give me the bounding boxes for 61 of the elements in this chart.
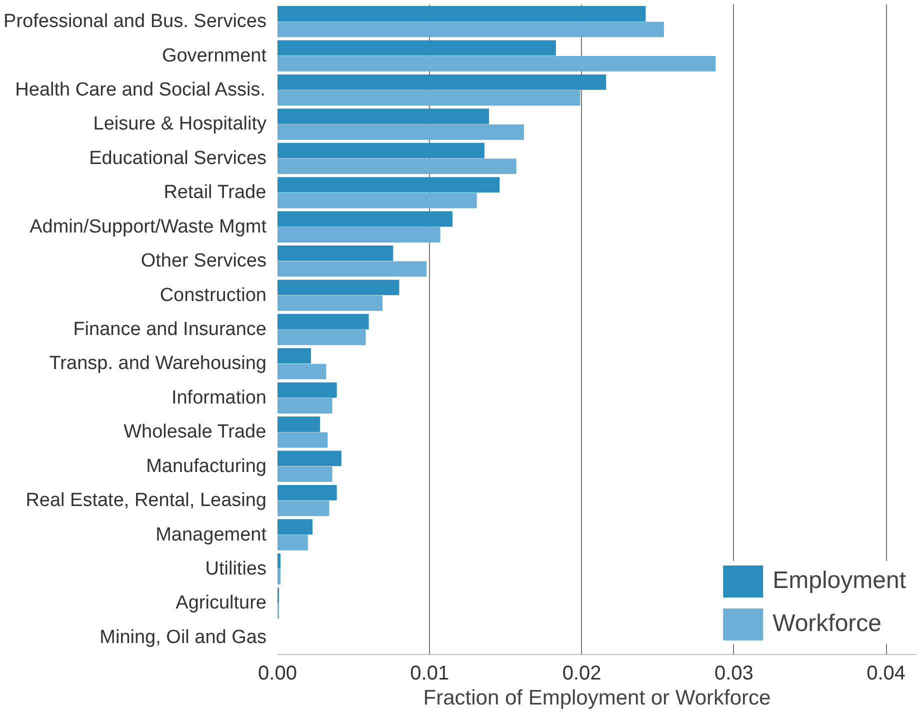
bar: [278, 74, 606, 90]
bar: [278, 22, 664, 38]
bar: [278, 348, 311, 364]
bar: [278, 211, 452, 227]
y-tick-label: Educational Services: [89, 148, 267, 169]
x-tick-label: 0.02: [562, 662, 602, 684]
bar: [278, 246, 394, 261]
y-tick-label: Wholesale Trade: [124, 422, 266, 443]
bar: [278, 108, 489, 124]
x-tick-label: 0.03: [714, 662, 754, 684]
y-tick-label: Utilities: [205, 558, 267, 580]
y-tick-label: Finance and Insurance: [73, 319, 267, 340]
y-tick-label: Retail Trade: [164, 182, 266, 204]
x-axis-title: Fraction of Employment or Workforce: [423, 686, 771, 710]
y-tick-label: Professional and Bus. Services: [4, 11, 266, 32]
bar: [278, 450, 342, 466]
y-tick-label: Leisure & Hospitality: [93, 114, 267, 135]
bar: [278, 500, 330, 516]
bar: [278, 227, 440, 242]
bar: [278, 6, 646, 22]
bar: [278, 90, 580, 106]
y-tick-label: Information: [171, 387, 266, 408]
bar: [278, 295, 382, 311]
legend-label: Workforce: [772, 609, 882, 639]
bar: [278, 466, 332, 482]
bar: [278, 382, 337, 398]
y-tick-label: Real Estate, Rental, Leasing: [26, 490, 266, 512]
legend-label: Employment: [772, 566, 906, 596]
bar: [278, 177, 500, 192]
bar: [278, 519, 312, 535]
bar: [278, 432, 328, 448]
y-tick-label: Construction: [160, 284, 267, 306]
y-tick-label: Government: [162, 45, 268, 66]
bar: [278, 40, 556, 56]
y-tick-label: Agriculture: [176, 592, 267, 614]
y-tick-label: Mining, Oil and Gas: [100, 626, 267, 648]
bar: [278, 484, 337, 500]
bar: [278, 569, 281, 585]
y-tick-label: Other Services: [140, 250, 267, 272]
y-tick-label: Management: [156, 524, 268, 546]
bar: [278, 261, 427, 277]
bar: [278, 416, 320, 432]
bar: [278, 314, 369, 330]
bar: [278, 192, 477, 208]
bar: [278, 158, 516, 174]
y-tick-label: Manufacturing: [146, 456, 267, 477]
bar: [278, 124, 524, 140]
x-tick-label: 0.01: [410, 662, 450, 684]
y-tick-label: Health Care and Social Assis.: [15, 80, 266, 101]
x-tick-label: 0.04: [866, 662, 906, 684]
bar: [278, 280, 400, 296]
bar: [278, 364, 326, 380]
bar: [278, 56, 716, 72]
bar: [278, 534, 308, 550]
bar: [278, 553, 281, 569]
y-tick-label: Transp. and Warehousing: [49, 353, 267, 374]
x-tick-label: 0.00: [258, 662, 297, 684]
bar: [278, 398, 332, 414]
bar: [278, 330, 366, 346]
y-tick-label: Admin/Support/Waste Mgmt: [30, 216, 268, 238]
bar: [278, 142, 484, 158]
